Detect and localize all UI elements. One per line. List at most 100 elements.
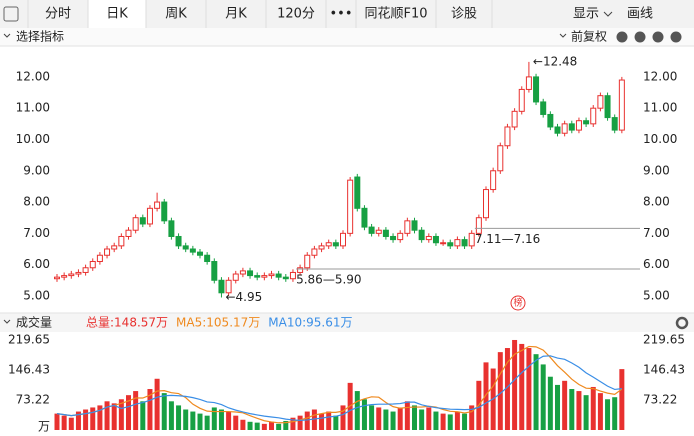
- candle-body: [289, 271, 296, 280]
- volume-bar: [333, 415, 339, 430]
- y-tick-label-right: 9.00: [643, 163, 670, 177]
- moving-average: [56, 355, 622, 421]
- volume-bar: [419, 409, 425, 430]
- candle-body: [454, 239, 461, 247]
- tab[interactable]: 周K: [165, 7, 187, 22]
- volume-bar: [605, 399, 611, 430]
- badge: 榜: [513, 297, 522, 309]
- volume-bar: [447, 414, 453, 430]
- volume-bar: [190, 411, 196, 430]
- candle-body: [425, 235, 432, 241]
- candle-body: [575, 120, 582, 131]
- candle-body: [75, 271, 82, 275]
- volume-bar: [540, 364, 546, 430]
- volume-bar: [369, 405, 375, 430]
- candle-body: [125, 229, 132, 237]
- y-tick-label-right: 146.43: [643, 362, 685, 376]
- candle-body: [375, 229, 382, 234]
- candle-body: [597, 95, 604, 109]
- gap-label: 5.86—5.90: [296, 273, 361, 287]
- candle-body: [468, 232, 475, 247]
- volume-bar: [140, 401, 146, 430]
- volume-bar: [254, 422, 260, 430]
- candle-body: [583, 120, 590, 125]
- close[interactable]: [670, 31, 682, 43]
- tab[interactable]: 诊股: [451, 7, 477, 22]
- candle-body: [204, 254, 211, 263]
- volume-bar: [61, 415, 67, 430]
- tab[interactable]: 月K: [225, 7, 247, 22]
- volume-header: [0, 313, 694, 332]
- candle-body: [618, 79, 625, 131]
- zoom-out[interactable]: [616, 31, 628, 43]
- volume-bar: [562, 380, 568, 430]
- volume-bar: [454, 411, 460, 430]
- zoom-in[interactable]: [634, 31, 646, 43]
- volume-bar: [311, 409, 317, 430]
- candle-body: [61, 275, 68, 278]
- volume-title: 成交量: [16, 315, 52, 330]
- dropdown-arrow: [559, 33, 567, 38]
- volume-bar: [555, 384, 560, 430]
- volume-bar: [183, 409, 189, 430]
- volume-bar: [612, 397, 618, 430]
- candle-body: [139, 217, 146, 225]
- volume-bar: [111, 403, 117, 430]
- candle-body: [447, 242, 454, 247]
- panel-toggle-icon[interactable]: [3, 6, 19, 22]
- volume-bar: [412, 405, 417, 430]
- candle-body: [239, 270, 246, 275]
- candle-body: [533, 76, 540, 103]
- volume-bar: [590, 386, 596, 430]
- candle-body: [211, 261, 218, 281]
- candle-body: [268, 273, 275, 277]
- volume-bar: [233, 415, 239, 430]
- candle-body: [368, 226, 375, 234]
- volume-bar: [404, 401, 410, 430]
- volume-bar: [54, 413, 60, 430]
- volume-bar: [376, 407, 382, 430]
- tab[interactable]: 120分: [277, 7, 315, 22]
- volume-bar: [354, 391, 360, 430]
- adjust-select[interactable]: 前复权: [571, 29, 607, 44]
- indicator-select[interactable]: 选择指标: [16, 29, 64, 44]
- tab[interactable]: 分时: [45, 7, 71, 22]
- candle-body: [318, 245, 325, 250]
- candle-body: [497, 145, 504, 172]
- settings[interactable]: [652, 31, 664, 43]
- y-tick-label-right: 11.00: [643, 101, 677, 115]
- volume-bar: [497, 352, 503, 430]
- active-tab-bg: [88, 0, 146, 28]
- tab[interactable]: •••: [329, 7, 352, 22]
- menu[interactable]: 显示: [573, 7, 599, 22]
- candle-body: [554, 126, 561, 134]
- y-tick-label-right: 10.00: [643, 132, 677, 146]
- volume-settings[interactable]: [675, 316, 689, 330]
- volume-bar: [204, 415, 210, 430]
- volume-bar: [597, 393, 603, 430]
- toolbar: [0, 28, 694, 46]
- candle-body: [390, 235, 397, 241]
- menu[interactable]: 画线: [627, 7, 653, 22]
- candle-body: [104, 248, 111, 256]
- candle-body: [483, 189, 489, 219]
- volume-summary: 总量:148.57万: [86, 316, 168, 330]
- candle-body: [118, 235, 125, 247]
- volume-bar: [276, 423, 282, 430]
- volume-bar: [440, 413, 446, 430]
- volume-bar: [619, 369, 625, 430]
- candle-body: [96, 254, 103, 263]
- candle-body: [68, 273, 75, 277]
- tab[interactable]: 同花顺F10: [364, 6, 427, 22]
- y-tick-label-left: 8.00: [23, 195, 50, 209]
- volume-bar: [269, 421, 274, 430]
- candle-body: [540, 101, 547, 115]
- y-tick-label-left: 219.65: [8, 332, 50, 346]
- candle-body: [218, 279, 225, 294]
- tab[interactable]: 日K: [106, 7, 128, 22]
- volume-bar: [83, 409, 89, 430]
- volume-bar: [161, 393, 167, 430]
- volume-summary: MA10:95.61万: [268, 316, 352, 330]
- candle-body: [225, 279, 232, 294]
- candle-body: [189, 248, 196, 253]
